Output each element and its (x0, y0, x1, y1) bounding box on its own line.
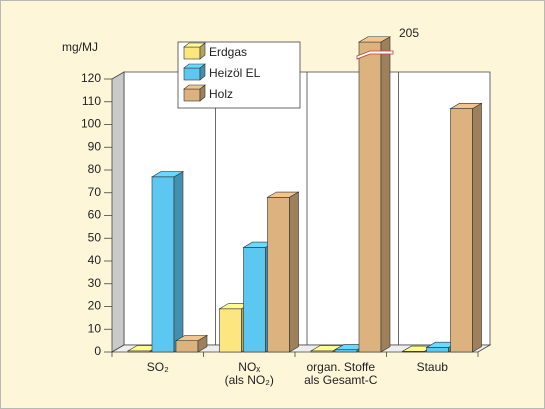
y-tick-label: 90 (88, 139, 102, 153)
x-tick-label: als Gesamt-C (304, 373, 378, 387)
y-tick-label: 10 (88, 321, 102, 335)
bar-front (358, 41, 382, 353)
bar-front (426, 347, 449, 353)
bar-front (243, 247, 266, 353)
legend-swatch (183, 46, 201, 60)
bar-side (289, 191, 299, 353)
y-tick-label: 30 (88, 276, 102, 290)
x-tick-label: organ. Stoffe (307, 360, 376, 374)
legend-label: Holz (209, 87, 233, 101)
y-tick-label: 120 (81, 71, 101, 85)
bar (449, 102, 483, 353)
y-tick-label: 20 (88, 299, 102, 313)
bar-top (449, 103, 483, 109)
value-label: 205 (399, 26, 419, 40)
bar-top (357, 36, 392, 43)
bar-front (219, 308, 242, 353)
y-tick-label: 60 (88, 208, 102, 222)
bar-front (450, 108, 473, 353)
bar-top (174, 335, 209, 341)
y-tick-label: 100 (81, 117, 101, 131)
bar-front (175, 340, 199, 353)
left-wall (111, 71, 125, 353)
x-tick-label: NOₓ (238, 360, 260, 374)
bar (174, 334, 209, 353)
axis-break (356, 50, 394, 60)
legend-swatch (183, 67, 201, 81)
legend-label: Heizöl EL (209, 66, 261, 80)
bar-side (380, 36, 391, 353)
y-tick-label: 70 (88, 185, 102, 199)
legend-swatch-top (183, 42, 206, 48)
legend-label: Erdgas (209, 45, 247, 59)
y-tick-label: 0 (94, 344, 101, 358)
bar-front (267, 197, 290, 353)
x-tick-label: SO₂ (147, 360, 169, 374)
bar-front (334, 349, 358, 353)
bar-side (472, 102, 482, 353)
y-tick-label: 50 (88, 230, 102, 244)
y-axis-label: mg/MJ (62, 40, 98, 54)
y-tick-label: 80 (88, 162, 102, 176)
legend-swatch-top (183, 84, 206, 90)
x-tick-label: Staub (417, 360, 449, 374)
bar-side (173, 171, 184, 353)
y-tick-label: 40 (88, 253, 102, 267)
bar (150, 171, 185, 353)
x-tick-label: (als NO₂) (225, 373, 274, 387)
bar: 205 (356, 26, 419, 353)
bar-top (150, 171, 185, 178)
bar-top (266, 191, 300, 198)
legend-swatch-top (183, 63, 206, 69)
bar-front (151, 176, 175, 353)
y-tick-label: 110 (82, 94, 101, 108)
bar (266, 191, 300, 353)
legend-swatch (183, 88, 201, 102)
